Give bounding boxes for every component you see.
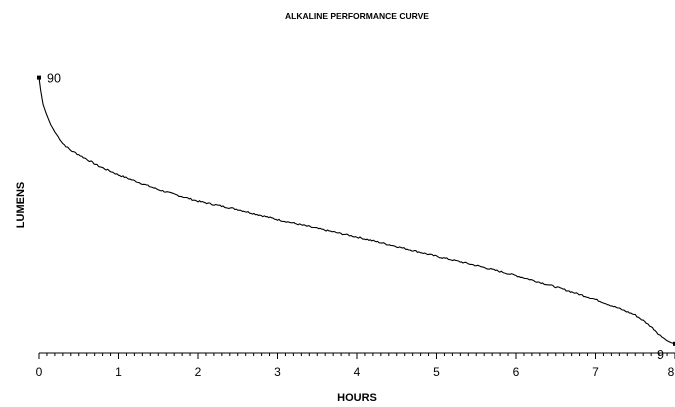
data-label: 90 <box>47 72 61 86</box>
x-tick-label: 0 <box>36 365 43 379</box>
x-axis-tick-labels: 0 1 2 3 4 5 6 7 8 <box>36 365 675 379</box>
data-point-marker <box>673 341 675 346</box>
chart-title: ALKALINE PERFORMANCE CURVE <box>285 11 429 21</box>
series-line <box>38 77 675 345</box>
data-labels: 90 9 <box>37 72 675 362</box>
x-tick-label: 2 <box>195 365 202 379</box>
x-tick-label: 7 <box>592 365 599 379</box>
x-tick-label: 6 <box>513 365 520 379</box>
y-axis-label: LUMENS <box>15 182 27 228</box>
x-tick-label: 5 <box>433 365 440 379</box>
x-tick-label: 4 <box>354 365 361 379</box>
x-axis-ticks <box>38 353 675 359</box>
x-tick-label: 8 <box>668 365 675 379</box>
data-point-marker <box>37 75 41 80</box>
data-label: 9 <box>657 348 664 362</box>
x-tick-label: 3 <box>274 365 281 379</box>
x-axis-label: HOURS <box>337 392 377 404</box>
x-tick-label: 1 <box>115 365 122 379</box>
